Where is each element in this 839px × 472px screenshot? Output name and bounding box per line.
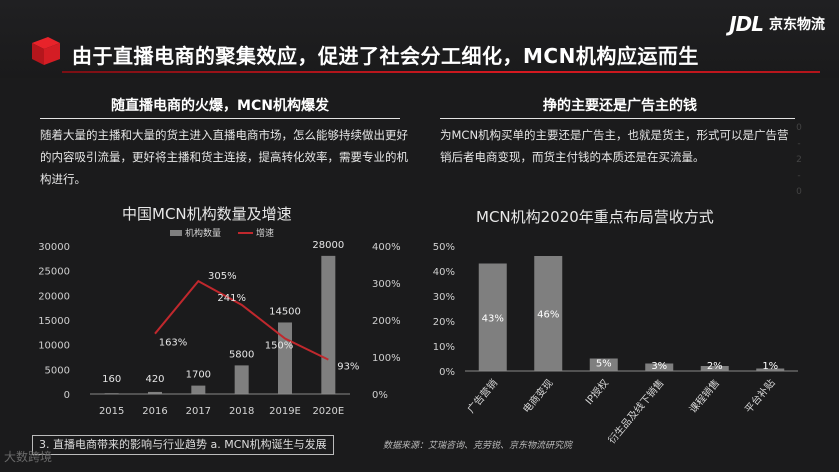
- page-title: 由于直播电商的聚集效应，促进了社会分工细化，MCN机构应运而生: [72, 44, 699, 68]
- watermark: 大数跨境: [4, 450, 53, 464]
- left-section-divider: [40, 118, 400, 119]
- x-tick-label: 电商变现: [520, 377, 556, 416]
- y-tick-label: 0%: [439, 367, 455, 378]
- bar-value-label: 46%: [537, 310, 559, 321]
- right-y-tick-label: 0%: [372, 390, 388, 401]
- growth-label: 150%: [265, 341, 294, 352]
- bar-value-label: 160: [102, 374, 121, 385]
- slide-header: 由于直播电商的聚集效应，促进了社会分工细化，MCN机构应运而生 JDL 京东物流: [0, 0, 839, 78]
- bar-value-label: 28000: [312, 240, 344, 251]
- right-y-tick-label: 100%: [372, 353, 401, 364]
- x-tick-label: 2015: [99, 406, 124, 417]
- bar: [148, 391, 162, 394]
- bar-value-label: 2%: [707, 361, 723, 372]
- left-y-tick-label: 10000: [38, 341, 70, 352]
- growth-label: 241%: [217, 293, 246, 304]
- bar: [234, 365, 249, 394]
- bar: [321, 255, 336, 394]
- red-cube-icon: [32, 37, 60, 65]
- right-section-title: 挣的主要还是广告主的钱: [543, 98, 697, 114]
- right-section-divider: [440, 118, 795, 119]
- company-logo: JDL 京东物流: [729, 12, 825, 36]
- x-tick-label: 2018: [229, 406, 254, 417]
- growth-label: 163%: [159, 338, 188, 349]
- data-source: 数据来源：艾瑞咨询、克劳锐、京东物流研究院: [383, 441, 573, 451]
- bar-value-label: 14500: [269, 306, 301, 317]
- left-y-tick-label: 20000: [38, 291, 70, 302]
- x-tick-label: 2020E: [312, 406, 344, 417]
- bar: [756, 368, 785, 371]
- x-tick-label: 课程销售: [686, 377, 722, 416]
- right-y-tick-label: 200%: [372, 316, 401, 327]
- bar: [645, 363, 674, 371]
- growth-label: 93%: [337, 362, 359, 373]
- bar: [700, 366, 729, 371]
- x-tick-label: 2019E: [269, 406, 301, 417]
- bar-value-label: 5%: [596, 359, 612, 370]
- y-tick-label: 20%: [433, 317, 455, 328]
- x-tick-label: IP授权: [582, 377, 611, 408]
- legend-bar-label: 机构数量: [185, 227, 221, 239]
- legend-line-label: 增速: [256, 227, 274, 239]
- vertical-decoration: 0 - 2 - 0: [796, 123, 802, 197]
- y-tick-label: 50%: [433, 242, 455, 253]
- title-underline: [62, 71, 820, 73]
- left-y-tick-label: 5000: [45, 365, 70, 376]
- left-paragraph: 随着大量的主播和大量的货主进入直播电商市场，怎么能够持续做出更好的内容吸引流量，…: [40, 128, 408, 186]
- right-y-tick-label: 300%: [372, 279, 401, 290]
- x-tick-label: 2017: [186, 406, 211, 417]
- breadcrumb: 3. 直播电商带来的影响与行业趋势 a. MCN机构诞生与发展: [32, 435, 334, 455]
- bar-value-label: 5800: [229, 349, 254, 360]
- x-tick-label: 平台补贴: [742, 377, 778, 416]
- left-y-tick-label: 15000: [38, 316, 70, 327]
- bar-value-label: 420: [145, 374, 164, 385]
- x-tick-label: 广告营销: [464, 377, 500, 416]
- x-tick-label: 衍生品及线下销售: [605, 377, 666, 447]
- bar-value-label: 1%: [762, 361, 778, 372]
- y-tick-label: 10%: [433, 342, 455, 353]
- left-section-title: 随直播电商的火爆，MCN机构爆发: [111, 98, 329, 114]
- logo-text: 京东物流: [769, 17, 825, 33]
- bar: [534, 256, 563, 371]
- bar: [191, 385, 206, 394]
- bar-value-label: 1700: [186, 370, 211, 381]
- bar-value-label: 43%: [482, 313, 504, 324]
- jdl-logo-mark: JDL: [729, 12, 764, 36]
- bar-value-label: 3%: [651, 361, 667, 372]
- legend-bar-swatch: [170, 230, 182, 236]
- left-y-tick-label: 0: [64, 390, 70, 401]
- y-tick-label: 40%: [433, 267, 455, 278]
- right-paragraph: 为MCN机构买单的主要还是广告主，也就是货主，形式可以是广告营销后者电商变现，而…: [440, 128, 789, 164]
- x-tick-label: 2016: [142, 406, 167, 417]
- growth-label: 305%: [208, 271, 237, 282]
- right-y-tick-label: 400%: [372, 242, 401, 253]
- bar: [478, 263, 507, 371]
- bar: [589, 358, 618, 371]
- left-y-tick-label: 25000: [38, 267, 70, 278]
- left-chart-title: 中国MCN机构数量及增速: [122, 205, 292, 223]
- left-y-tick-label: 30000: [38, 242, 70, 253]
- y-tick-label: 30%: [433, 292, 455, 303]
- right-chart-title: MCN机构2020年重点布局营收方式: [476, 208, 714, 226]
